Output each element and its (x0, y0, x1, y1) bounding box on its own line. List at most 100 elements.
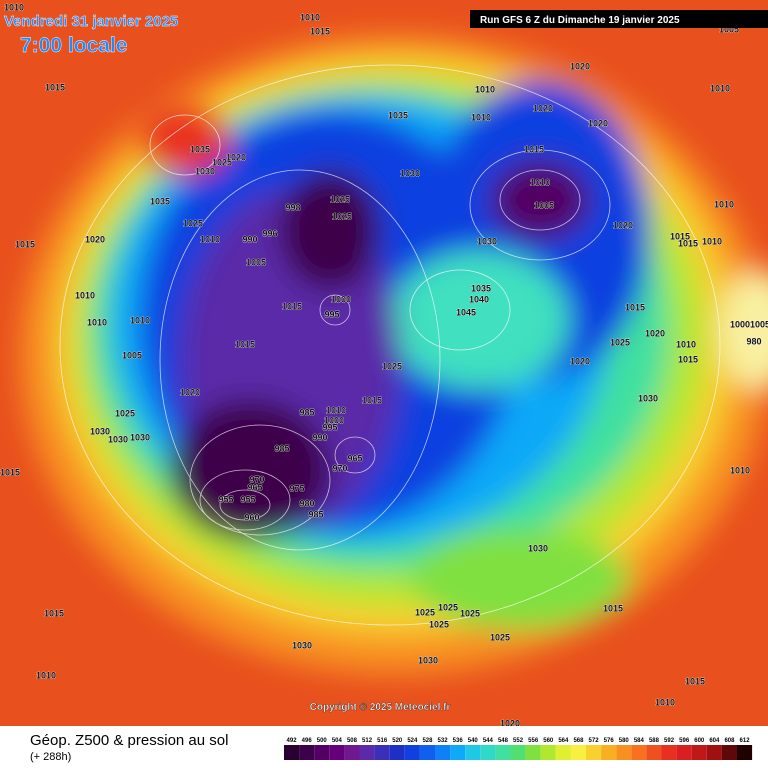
isobar-label: 1020 (570, 356, 590, 366)
legend-level: 520 (392, 738, 403, 744)
isobar-label: 995 (322, 422, 337, 432)
isobar-label: 1030 (477, 236, 497, 246)
isobar-label: 1035 (190, 144, 210, 154)
legend-swatch (586, 745, 602, 760)
legend-swatch (389, 745, 405, 760)
legend-level: 536 (453, 738, 464, 744)
isobar-label: 1025 (610, 337, 630, 347)
isobar-label: 1010 (4, 2, 24, 12)
isobar-label: 1040 (469, 294, 489, 304)
legend-level: 560 (543, 738, 554, 744)
legend-level: 504 (332, 738, 343, 744)
isobar-label: 985 (308, 509, 323, 519)
isobar-label: 1015 (44, 608, 64, 618)
isobar-label: 1015 (362, 395, 382, 405)
footer-subtitle: (+ 288h) (30, 751, 71, 763)
isobar-label: 1020 (500, 718, 520, 728)
isobar-label: 996 (262, 228, 277, 238)
legend-swatch (465, 745, 481, 760)
legend-level: 604 (709, 738, 720, 744)
legend-level: 564 (558, 738, 569, 744)
legend-swatch (419, 745, 435, 760)
legend-level: 572 (589, 738, 600, 744)
isobar-label: 1035 (471, 283, 491, 293)
isobar-label: 1020 (533, 103, 553, 113)
isobar-label: 998 (285, 202, 300, 212)
isobar-label: 1030 (292, 640, 312, 650)
isobar-label: 1025 (490, 632, 510, 642)
isobar-label: 980 (746, 336, 761, 346)
isobar-label: 1015 (678, 238, 698, 248)
isobar-label: 1015 (282, 301, 302, 311)
isobar-label: 1015 (625, 302, 645, 312)
isobar-label: 995 (324, 309, 339, 319)
isobar-label: 1005 (246, 257, 266, 267)
isobar-label: 1015 (15, 239, 35, 249)
isobar-label: 1025 (382, 361, 402, 371)
legend-level: 556 (528, 738, 539, 744)
isobar-label: 1025 (415, 607, 435, 617)
isobar-label: 1020 (180, 387, 200, 397)
isobar-label: 975 (289, 483, 304, 493)
isobar-label: 1030 (108, 434, 128, 444)
footer-title: Géop. Z500 & pression au sol (30, 732, 228, 749)
isobar-label: 1030 (195, 166, 215, 176)
isobar-label: 1020 (588, 118, 608, 128)
time: 7:00 locale (20, 34, 127, 57)
legend-level: 584 (634, 738, 645, 744)
legend-level: 512 (362, 738, 373, 744)
isobar-label: 1010 (87, 317, 107, 327)
isobar-label: 1010 (710, 83, 730, 93)
legend-level: 568 (573, 738, 584, 744)
isobar-label: 1035 (388, 110, 408, 120)
legend-swatch (721, 745, 737, 760)
run-box (470, 10, 768, 28)
isobar-label: 1030 (528, 543, 548, 553)
legend-swatch (525, 745, 541, 760)
isobar-label: 1010 (655, 697, 675, 707)
legend-swatch (299, 745, 315, 760)
legend-swatch (495, 745, 511, 760)
legend-swatch (480, 745, 496, 760)
isobar-label: 985 (299, 407, 314, 417)
legend-swatch (601, 745, 617, 760)
legend-swatch (616, 745, 632, 760)
legend-level: 524 (407, 738, 418, 744)
run-label: Run GFS 6 Z du Dimanche 19 janvier 2025 (480, 15, 680, 26)
legend-swatch (631, 745, 647, 760)
isobar-label: 1030 (400, 168, 420, 178)
legend-level: 540 (468, 738, 479, 744)
isobar-label: 1020 (645, 328, 665, 338)
legend-level: 532 (438, 738, 449, 744)
legend-swatch (570, 745, 586, 760)
legend-level: 500 (317, 738, 328, 744)
map: 1010101010151015103510251020103010351025… (0, 0, 768, 728)
isobar-label: 1010 (36, 670, 56, 680)
isobar-label: 1010 (676, 339, 696, 349)
isobar-label: 1010 (75, 290, 95, 300)
isobar-label: 1020 (570, 61, 590, 71)
isobar-label: 955 (240, 494, 255, 504)
isobar-label: 1010 (130, 315, 150, 325)
isobar-label: 1025 (212, 157, 232, 167)
isobar-label: 1020 (613, 220, 633, 230)
isobar-label: 1025 (460, 608, 480, 618)
isobar-label: 1030 (90, 426, 110, 436)
isobar-label: 1010 (475, 84, 495, 94)
legend-level: 492 (287, 738, 298, 744)
isobar-label: 1020 (226, 152, 246, 162)
isobar-label: 1030 (638, 393, 658, 403)
isobar-label: 970 (332, 463, 347, 473)
isobar-label: 990 (312, 432, 327, 442)
legend-swatch (661, 745, 677, 760)
isobar-label: 1030 (130, 432, 150, 442)
isobar-label: 1020 (85, 234, 105, 244)
isobar-label: 1000 (331, 294, 351, 304)
isobar-label: 985 (274, 443, 289, 453)
isobar-label: 1045 (456, 307, 476, 317)
isobar-label: 1015 (678, 354, 698, 364)
isobar-label: 1015 (235, 339, 255, 349)
isobar-label: 1010 (730, 465, 750, 475)
isobar-label: 1010 (702, 236, 722, 246)
